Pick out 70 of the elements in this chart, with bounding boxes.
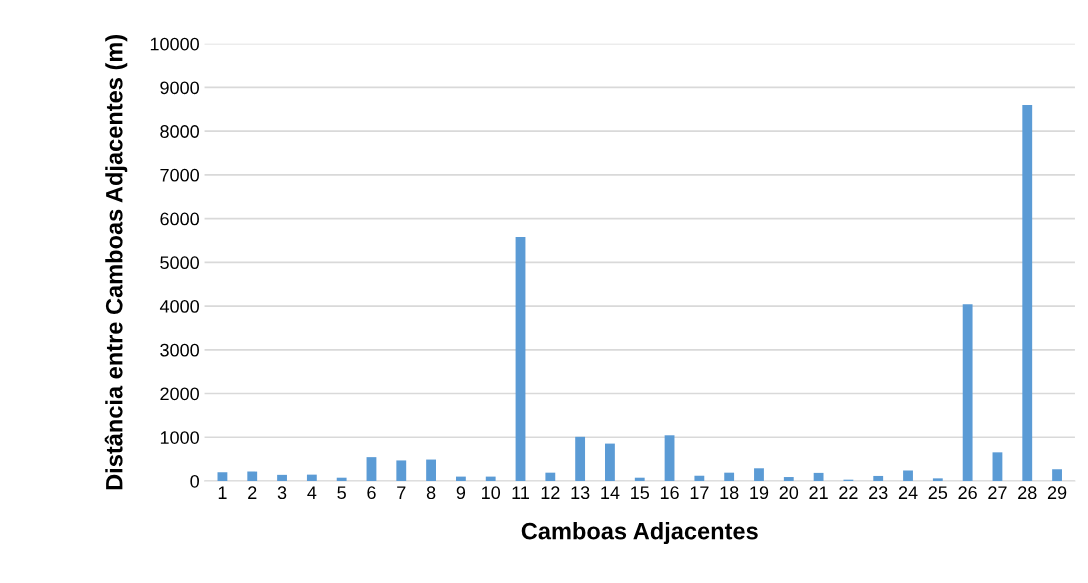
bar [247,471,258,481]
x-tick-label: 21 [809,486,828,499]
x-tick-label: 25 [928,486,948,500]
bar [336,477,347,481]
y-tick-label: 8000 [160,125,199,138]
bar [634,477,645,481]
y-tick-label: 10000 [150,37,199,51]
bar [724,472,735,481]
bar [396,460,407,481]
x-tick-label: 2 [248,486,257,499]
bar [575,436,586,481]
x-tick-label: 18 [720,486,739,500]
y-axis-title: Distância entre Camboas Adjacentes (m) [104,34,128,490]
y-tick-label: 7000 [160,168,199,182]
x-tick-label: 4 [307,486,317,499]
y-tick-label: 1000 [160,431,199,444]
x-tick-label: 6 [367,486,376,500]
bar [426,459,436,481]
x-tick-label: 5 [337,486,346,500]
x-tick-label: 3 [277,486,287,500]
x-tick-label: 28 [1018,486,1037,500]
bar [1022,104,1033,481]
bar [515,236,526,481]
x-tick-label: 1 [218,486,227,499]
y-tick-label: 2000 [160,387,199,401]
bar [932,478,943,481]
x-tick-label: 27 [988,486,1007,499]
x-tick-label: 29 [1047,486,1067,500]
bar [754,468,764,481]
bar [545,472,556,481]
x-tick-label: 13 [571,486,590,500]
y-tick-label: 3000 [160,343,199,357]
x-tick-label: 16 [660,486,679,500]
y-tick-label: 0 [190,474,199,488]
bar [455,476,466,481]
bar [992,452,1003,481]
bar [903,470,913,481]
bar [217,472,228,481]
x-tick-label: 26 [958,486,977,500]
x-tick-label: 17 [690,486,709,499]
x-tick-label: 12 [541,486,560,499]
bar [277,474,287,481]
bar [873,475,884,481]
x-tick-label: 8 [426,486,436,500]
bar [664,435,675,481]
y-tick-label: 6000 [160,212,199,226]
bar [962,304,973,481]
y-tick-label: 5000 [160,256,199,270]
x-tick-label: 15 [631,486,650,500]
y-tick-label: 4000 [159,300,199,313]
bar [694,475,705,481]
bar [813,472,824,481]
x-tick-label: 23 [869,486,888,500]
bar [306,474,317,481]
bar [366,457,377,481]
x-tick-label: 19 [750,486,769,500]
y-tick-label: 9000 [160,81,199,95]
x-tick-label: 14 [601,486,620,499]
x-tick-label: 24 [898,486,918,499]
bar [1052,469,1062,481]
x-tick-label: 9 [456,486,466,500]
bar [783,477,794,481]
x-tick-label: 20 [779,486,799,500]
x-tick-label: 10 [482,486,501,500]
bar [485,476,496,481]
x-axis-title: Camboas Adjacentes [521,522,758,545]
x-tick-label: 7 [397,486,406,499]
x-tick-label: 11 [512,486,530,499]
x-tick-label: 22 [839,486,858,499]
bar [605,443,615,481]
